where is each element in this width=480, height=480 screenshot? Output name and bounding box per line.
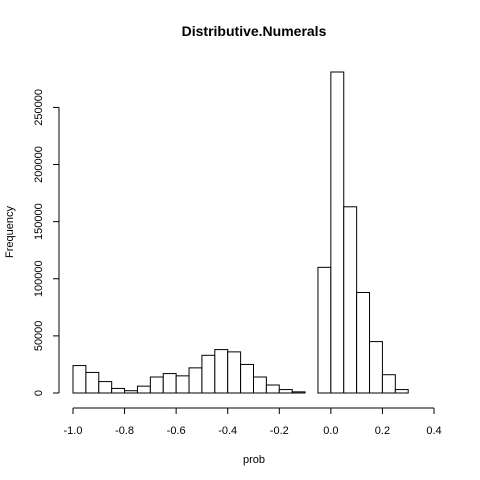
histogram-bar [162,373,177,394]
x-tick-label: -0.4 [218,425,237,437]
y-tick-label: 0 [33,390,45,396]
histogram-bar [227,351,242,394]
y-tick-label: 250000 [33,89,45,126]
histogram-bar [85,371,100,394]
histogram-bar [98,381,113,394]
histogram-bar [149,376,164,394]
histogram-bar [381,374,396,394]
histogram-bar [278,389,293,394]
y-tick-label: 100000 [33,260,45,297]
x-tick-label: 0.2 [375,425,390,437]
histogram-bar [124,390,138,394]
x-tick-label: -0.2 [270,425,289,437]
histogram-bar [265,384,280,394]
y-tick-label: 50000 [33,321,45,352]
histogram-bar [253,376,267,394]
y-axis-label: Frequency [4,206,16,258]
chart-title: Distributive.Numerals [182,23,327,39]
x-tick-label: 0.4 [426,425,441,437]
y-axis: 0 50000 100000 150000 200000 250000 [33,89,60,396]
histogram-bar [343,206,358,394]
histogram-bar [214,349,229,394]
histogram-bar [136,385,151,394]
x-axis: -1.0 -0.8 -0.6 -0.4 -0.2 0.0 0.2 0.4 [64,407,442,437]
histogram-bar [72,365,87,394]
histogram-bar [188,367,203,394]
histogram-bar [330,71,345,394]
x-tick-label: -1.0 [64,425,83,437]
histogram-bar [394,389,409,394]
histogram-bar [111,387,126,394]
histogram-bar [356,291,371,394]
histogram-bar [201,354,216,394]
histogram-bar [317,266,332,394]
bars-group [72,71,409,394]
x-tick-label: -0.6 [167,425,186,437]
histogram-bar [369,341,383,394]
x-tick-label: -0.8 [115,425,134,437]
y-tick-label: 150000 [33,203,45,240]
x-tick-label: 0.0 [323,425,338,437]
histogram-bar [175,375,190,394]
y-tick-label: 200000 [33,146,45,183]
histogram-bar [291,391,306,394]
histogram-bar [240,363,255,394]
x-axis-label: prob [243,454,265,466]
